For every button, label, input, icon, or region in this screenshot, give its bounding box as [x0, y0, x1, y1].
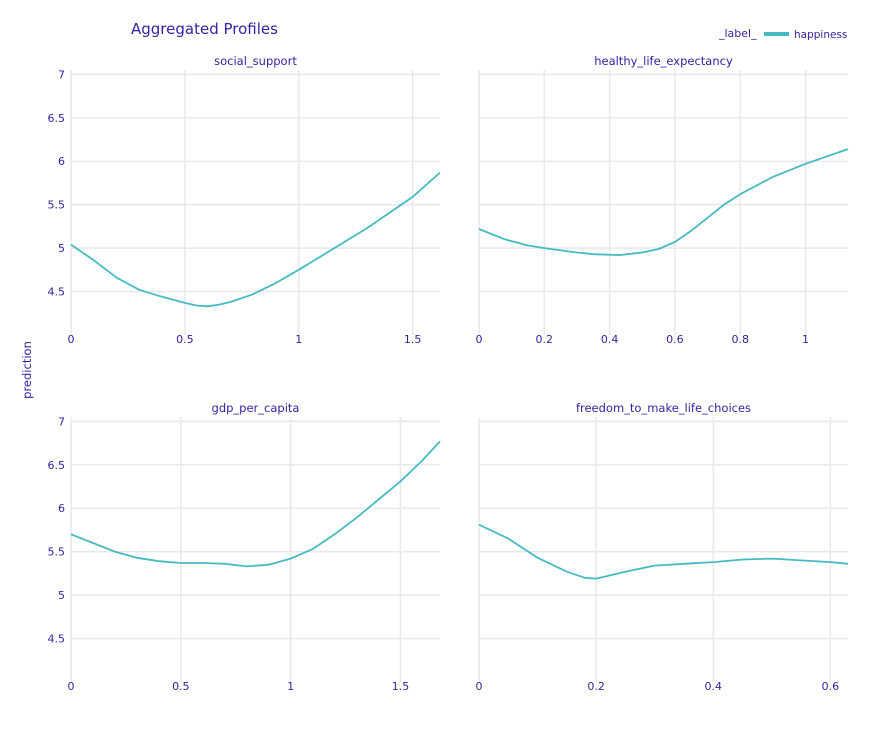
x-tick-label: 0.2: [587, 680, 605, 693]
y-tick-label: 4.5: [48, 286, 66, 299]
y-tick-label: 5: [58, 242, 65, 255]
x-tick-label: 1: [287, 680, 294, 693]
subplot-title: freedom_to_make_life_choices: [576, 401, 751, 415]
subplot-gdp-per-capita: 4.5 5 5.5 6 6.5 7 0 0.5 1 1.5 gdp_per_capita: [48, 401, 441, 693]
x-tick-label: 0: [68, 680, 75, 693]
chart-title: Aggregated Profiles: [131, 20, 278, 38]
x-tick-label: 0.6: [666, 333, 684, 346]
subplot-healthy-life-expectancy: 0 0.2 0.4 0.6 0.8 1 healthy_life_expectancy: [476, 54, 849, 346]
y-tick-label: 5.5: [48, 546, 66, 559]
y-tick-label: 7: [58, 68, 65, 81]
y-axis-label: prediction: [20, 341, 34, 399]
x-tick-label: 0.2: [536, 333, 554, 346]
x-tick-label: 1: [295, 333, 302, 346]
x-tick-label: 0.4: [705, 680, 723, 693]
subplot-title: social_support: [214, 54, 297, 68]
y-tick-label: 4.5: [48, 633, 66, 646]
x-tick-label: 0.5: [176, 333, 194, 346]
subplot-social-support: 4.5 5 5.5 6 6.5 7 0 0.5 1 1.5 social_support: [48, 54, 441, 346]
subplot-title: healthy_life_expectancy: [594, 54, 733, 68]
y-tick-label: 6: [58, 502, 65, 515]
y-tick-label: 6.5: [48, 459, 66, 472]
x-tick-label: 1: [802, 333, 809, 346]
y-tick-label: 6.5: [48, 112, 66, 125]
y-tick-label: 5.5: [48, 199, 66, 212]
series-line-happiness: [70, 171, 441, 308]
x-tick-label: 1.5: [404, 333, 422, 346]
y-tick-label: 7: [58, 415, 65, 428]
series-line-happiness: [478, 523, 849, 580]
legend-title: _label_: [718, 27, 757, 40]
subplot-title: gdp_per_capita: [212, 401, 300, 415]
subplot-freedom-to-make-life-choices: 0 0.2 0.4 0.6 freedom_to_make_life_choices: [476, 401, 849, 693]
x-tick-label: 0.8: [731, 333, 749, 346]
x-tick-label: 0.6: [822, 680, 840, 693]
x-tick-label: 0: [476, 333, 483, 346]
x-tick-label: 0: [476, 680, 483, 693]
series-line-happiness: [70, 440, 441, 568]
x-tick-label: 1.5: [392, 680, 410, 693]
x-tick-label: 0.4: [601, 333, 619, 346]
legend[interactable]: _label_ happiness: [718, 27, 847, 41]
x-tick-label: 0.5: [172, 680, 190, 693]
y-tick-label: 6: [58, 155, 65, 168]
legend-label-happiness: happiness: [794, 29, 847, 41]
series-line-happiness: [478, 148, 849, 256]
x-tick-label: 0: [68, 333, 75, 346]
y-tick-label: 5: [58, 589, 65, 602]
